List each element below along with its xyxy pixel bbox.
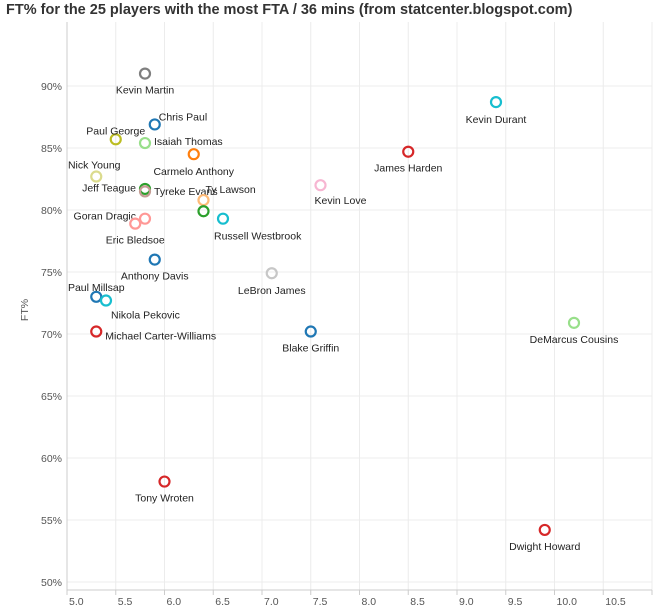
data-point-label: Paul Millsap [68,282,125,294]
data-point-label: Nick Young [68,160,121,172]
data-point [99,294,113,307]
x-tick-label: 5.0 [69,596,84,607]
x-tick-label: 6.0 [167,596,182,607]
data-point-label: Russell Westbrook [214,231,302,243]
data-point-label: Jeff Teague [82,182,136,194]
data-point-label: Kevin Love [315,195,367,207]
x-tick-label: 8.5 [410,596,425,607]
data-point-label: Goran Dragic [74,211,136,223]
data-point [138,185,152,198]
data-point [489,96,503,109]
data-point [138,136,152,150]
x-tick-label: 7.0 [264,596,279,607]
y-tick-label: 50% [41,577,62,589]
data-point-label: Michael Carter-Williams [105,331,216,343]
y-tick-label: 75% [41,267,62,279]
data-point [197,193,210,207]
data-point [567,316,581,329]
data-point-label: Chris Paul [159,111,207,123]
data-point [148,253,161,266]
y-tick-label: 90% [41,81,62,93]
x-tick-label: 5.5 [118,596,133,607]
data-point [197,205,210,218]
data-point [129,217,142,230]
data-point-label: Dwight Howard [509,541,580,553]
data-point-label: Isaiah Thomas [154,136,223,148]
data-point-label: Anthony Davis [121,271,189,283]
data-point [148,118,161,131]
data-point [109,133,122,146]
data-point [402,145,415,158]
y-axis-title: FT% [19,299,31,321]
data-point-label: Blake Griffin [282,343,339,355]
x-tick-label: 10.0 [557,596,578,607]
data-point-label: Carmelo Anthony [153,166,234,178]
x-tick-label: 8.0 [362,596,377,607]
data-point-label: LeBron James [238,285,306,297]
x-tick-label: 9.5 [508,596,523,607]
data-point-label: Tony Wroten [135,493,194,505]
data-point-label: Ty Lawson [206,184,256,196]
data-point-label: Paul George [86,125,145,137]
data-point-label: James Harden [374,163,442,175]
y-tick-label: 70% [41,329,62,341]
data-point-label: DeMarcus Cousins [530,334,619,346]
data-point [158,475,171,488]
x-tick-label: 6.5 [215,596,230,607]
data-point [138,67,152,80]
data-point-label: Kevin Durant [466,114,527,126]
y-tick-label: 80% [41,205,62,217]
data-point [304,325,317,338]
data-point [187,148,200,161]
x-tick-label: 7.5 [313,596,328,607]
data-point [90,325,103,338]
x-tick-label: 9.0 [459,596,474,607]
data-point [538,523,551,537]
data-point-label: Nikola Pekovic [111,310,180,322]
data-point [265,267,278,280]
data-point-label: Eric Bledsoe [106,235,165,247]
data-point [138,212,152,225]
chart-title: FT% for the 25 players with the most FTA… [6,2,573,18]
y-tick-label: 65% [41,391,62,403]
data-point [90,170,103,183]
y-tick-label: 55% [41,515,62,527]
x-tick-label: 10.5 [605,596,626,607]
data-point [314,179,327,192]
data-point-label: Kevin Martin [116,85,175,97]
y-tick-label: 60% [41,453,62,465]
y-tick-label: 85% [41,143,62,155]
data-point [216,212,230,225]
